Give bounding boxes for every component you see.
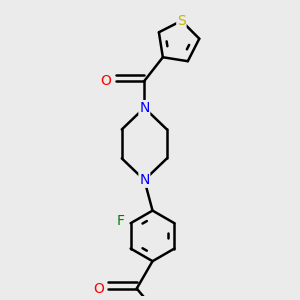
Text: O: O xyxy=(93,282,104,296)
Text: S: S xyxy=(177,14,186,28)
Text: O: O xyxy=(100,74,111,88)
Text: N: N xyxy=(139,101,149,115)
Text: N: N xyxy=(139,173,149,187)
Text: F: F xyxy=(117,214,125,228)
